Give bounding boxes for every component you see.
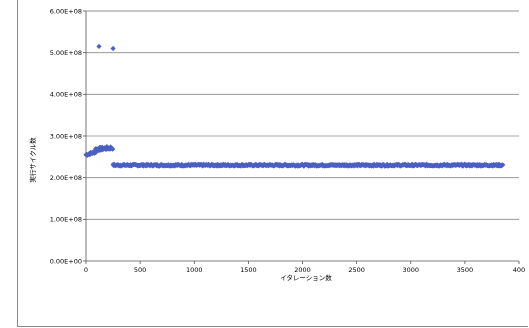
x-tick-label: 400 [513,266,525,274]
x-tick-label: 0 [84,266,88,274]
x-tick-labels: 0 500 1000 1500 2000 2500 3000 3500 400 [84,266,525,274]
x-tick-label: 500 [134,266,146,274]
data-point [110,45,116,52]
data-point [500,162,506,168]
y-axis-label: 実行サイクル数 [28,137,37,183]
grid-lines [86,10,519,220]
x-axis-label: イタレーション数 [280,273,332,282]
data-point [96,43,102,50]
x-tick-label: 1000 [186,266,203,274]
x-tick-label: 2000 [294,266,311,274]
y-tick-label: 1.00E+08 [50,216,82,224]
y-tick-labels: 0.00E+00 1.00E+08 2.00E+08 3.00E+08 4.00E+08… [50,7,82,265]
x-tick-label: 3500 [457,266,474,274]
x-tick-label: 1500 [240,266,257,274]
y-tick-label: 4.00E+08 [50,91,82,99]
y-tick-label: 3.00E+08 [50,132,82,140]
x-tick-label: 2500 [348,266,365,274]
y-tick-label: 6.00E+08 [50,7,82,15]
data-points [83,43,506,169]
y-tick-label: 5.00E+08 [50,49,82,57]
x-tick-label: 3000 [402,266,419,274]
y-tick-label: 2.00E+08 [50,174,82,182]
axes [83,10,520,264]
y-tick-label: 0.00E+00 [50,257,82,265]
data-point [110,146,116,152]
